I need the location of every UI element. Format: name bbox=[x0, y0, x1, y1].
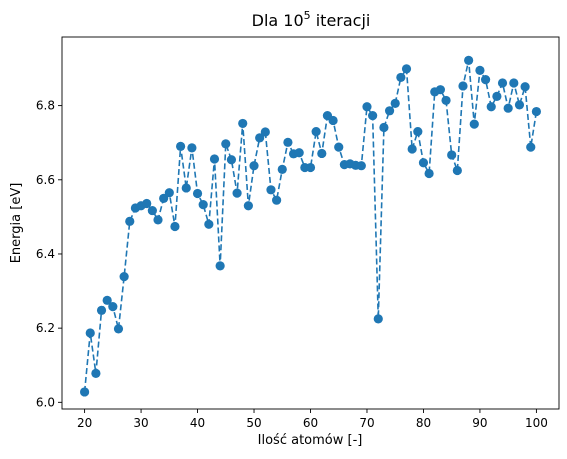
y-tick-label: 6.2 bbox=[36, 321, 55, 335]
data-point bbox=[79, 387, 90, 397]
y-tick-label: 6.4 bbox=[36, 247, 55, 261]
data-point bbox=[317, 148, 327, 159]
data-point bbox=[176, 141, 186, 152]
x-axis-ticks: 20 30 40 50 60 70 80 90 100 bbox=[77, 409, 548, 430]
data-point bbox=[384, 106, 395, 116]
data-point bbox=[328, 115, 338, 126]
data-point bbox=[164, 188, 174, 198]
data-point bbox=[108, 302, 118, 312]
data-point bbox=[215, 261, 225, 271]
data-point bbox=[181, 183, 191, 193]
x-tick-label: 60 bbox=[303, 416, 318, 430]
data-point bbox=[187, 143, 197, 153]
data-point bbox=[277, 164, 287, 175]
data-point bbox=[85, 328, 95, 338]
data-point bbox=[204, 219, 214, 229]
data-point bbox=[486, 102, 496, 112]
series-line bbox=[83, 60, 538, 393]
data-point bbox=[424, 168, 434, 179]
data-point bbox=[469, 119, 479, 129]
data-point bbox=[243, 201, 253, 211]
data-point bbox=[334, 142, 344, 152]
data-point bbox=[159, 193, 169, 203]
data-point bbox=[492, 91, 502, 101]
data-point bbox=[91, 368, 101, 378]
data-point bbox=[362, 102, 372, 112]
data-point bbox=[407, 144, 417, 154]
data-point bbox=[170, 221, 180, 232]
data-point bbox=[272, 195, 282, 205]
data-point bbox=[526, 142, 536, 152]
data-point bbox=[232, 188, 242, 198]
x-tick-label: 40 bbox=[190, 416, 205, 430]
x-tick-label: 90 bbox=[472, 416, 487, 430]
data-point bbox=[435, 85, 445, 95]
y-tick-label: 6.6 bbox=[36, 173, 55, 187]
data-point bbox=[497, 78, 508, 88]
data-point bbox=[373, 314, 383, 324]
data-point bbox=[226, 155, 237, 165]
data-point bbox=[305, 162, 316, 173]
data-point bbox=[447, 150, 457, 160]
data-point bbox=[441, 95, 451, 106]
plot-area bbox=[62, 37, 559, 409]
data-point bbox=[142, 198, 152, 209]
data-point bbox=[102, 295, 112, 305]
x-tick-label: 20 bbox=[77, 416, 92, 430]
y-axis-ticks: 6.0 6.2 6.4 6.6 6.8 bbox=[36, 99, 62, 409]
data-point bbox=[221, 139, 231, 149]
data-point bbox=[96, 305, 107, 315]
data-point bbox=[125, 216, 135, 226]
data-point bbox=[480, 75, 491, 85]
x-axis-label: Ilość atomów [-] bbox=[258, 433, 363, 448]
data-point bbox=[520, 82, 530, 92]
x-tick-label: 80 bbox=[416, 416, 431, 430]
data-point bbox=[413, 126, 423, 137]
y-tick-label: 6.8 bbox=[36, 99, 55, 113]
data-point bbox=[390, 98, 400, 108]
plot-frame bbox=[61, 36, 560, 410]
data-point bbox=[209, 154, 220, 164]
data-point bbox=[147, 205, 157, 216]
x-tick-label: 50 bbox=[246, 416, 261, 430]
data-point bbox=[113, 324, 124, 334]
x-tick-label: 100 bbox=[525, 416, 548, 430]
data-point bbox=[464, 55, 474, 65]
chart-title: Dla 105 iteracji bbox=[252, 9, 371, 30]
data-point bbox=[198, 200, 208, 210]
y-axis-label: Energia [eV] bbox=[9, 183, 24, 264]
data-point bbox=[311, 126, 321, 137]
data-point bbox=[368, 111, 378, 121]
data-point bbox=[266, 185, 276, 195]
data-point bbox=[260, 127, 270, 137]
data-point bbox=[119, 271, 129, 282]
x-tick-label: 70 bbox=[359, 416, 374, 430]
data-point bbox=[283, 137, 293, 147]
data-point bbox=[249, 161, 259, 171]
data-point bbox=[356, 161, 366, 171]
data-point bbox=[396, 72, 406, 83]
data-point bbox=[379, 122, 389, 133]
data-point bbox=[475, 65, 485, 75]
data-point bbox=[255, 133, 265, 143]
data-point bbox=[514, 100, 525, 110]
data-point bbox=[452, 165, 462, 176]
data-point bbox=[531, 106, 542, 117]
data-point bbox=[503, 103, 513, 113]
data-point bbox=[192, 188, 203, 199]
data-point bbox=[458, 81, 468, 91]
series-markers bbox=[79, 55, 542, 397]
data-point bbox=[401, 64, 412, 74]
y-tick-label: 6.0 bbox=[36, 395, 55, 409]
data-point bbox=[153, 215, 163, 225]
data-point bbox=[238, 118, 248, 129]
data-point bbox=[509, 78, 519, 88]
data-point bbox=[294, 148, 304, 158]
data-point bbox=[418, 158, 429, 168]
x-tick-label: 30 bbox=[133, 416, 148, 430]
